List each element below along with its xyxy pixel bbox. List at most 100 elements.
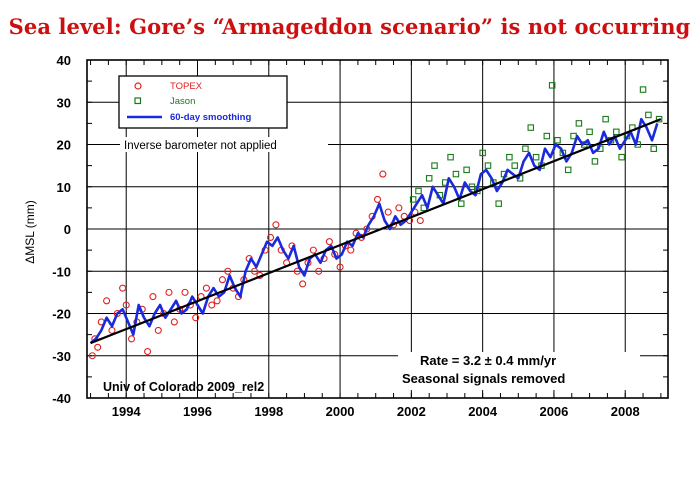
topex-point — [181, 288, 189, 296]
jason-point — [618, 153, 625, 161]
jason-point — [639, 86, 647, 93]
topex-point — [395, 204, 403, 212]
legend-topex-label: TOPEX — [170, 81, 203, 92]
jason-point — [527, 124, 535, 131]
rate-annotation: Rate = 3.2 ± 0.4 mm/yr — [420, 353, 556, 368]
jason-point — [655, 115, 663, 123]
topex-point — [144, 347, 152, 356]
trend-line-group — [90, 118, 662, 345]
topex-point — [309, 246, 317, 254]
topex-point — [149, 293, 157, 301]
jason-point — [425, 175, 433, 182]
slide-headline: Sea level: Gore’s “Armageddon scenario” … — [8, 14, 691, 39]
y-tick-label: -30 — [52, 349, 71, 364]
smoothing-line-group — [89, 117, 659, 345]
topex-point — [336, 263, 344, 271]
jason-point — [463, 166, 470, 174]
jason-point — [564, 166, 572, 174]
barometer-note-background — [120, 137, 328, 152]
topex-point — [94, 343, 102, 351]
x-tick-label: 2006 — [539, 404, 568, 419]
barometer-note: Inverse barometer not applied — [124, 140, 277, 152]
topex-point — [122, 301, 130, 309]
topex-point — [379, 170, 387, 178]
jason-point — [548, 82, 556, 89]
topex-point — [218, 276, 226, 284]
jason-point — [522, 145, 529, 152]
y-tick-label: 10 — [57, 180, 71, 195]
legend-box — [118, 75, 288, 129]
legend-jason-marker — [134, 97, 142, 105]
source-annotation: Univ of Colorado 2009_rel2 — [103, 380, 264, 394]
topex-point — [192, 314, 200, 322]
jason-point — [468, 183, 476, 191]
jason-point — [479, 149, 486, 157]
jason-point — [415, 187, 422, 195]
topex-point — [315, 267, 323, 275]
smoothing-line — [89, 117, 659, 345]
jason-point — [447, 153, 454, 161]
jason-point — [409, 196, 417, 203]
jason-point — [484, 162, 492, 169]
x-axis-ticks: 1994 1996 1998 2000 2002 2004 2006 2008 — [90, 60, 662, 419]
x-tick-label: 2008 — [611, 404, 640, 419]
y-axis-label: ΔMSL (mm) — [23, 200, 37, 264]
x-tick-label: 2004 — [468, 404, 498, 419]
legend: TOPEX Jason 60-day smoothing — [118, 75, 288, 129]
topex-point — [154, 326, 162, 334]
x-tick-label: 1994 — [112, 404, 142, 419]
jason-point — [495, 200, 502, 207]
jason-point — [458, 200, 465, 207]
topex-point — [103, 297, 111, 305]
jason-point — [431, 162, 438, 169]
x-tick-label: 2002 — [397, 404, 426, 419]
jason-point — [602, 115, 609, 123]
topex-point — [224, 267, 232, 275]
x-tick-label: 2000 — [326, 404, 355, 419]
topex-point — [213, 297, 221, 305]
rate-note-background — [398, 352, 640, 390]
jason-point — [543, 132, 551, 140]
jason-point — [506, 153, 513, 161]
seasonal-annotation: Seasonal signals removed — [402, 371, 565, 386]
trend-line — [90, 118, 662, 345]
topex-point — [384, 208, 392, 216]
topex-point — [347, 246, 355, 254]
topex-point — [119, 284, 127, 292]
plot-frame — [86, 59, 669, 399]
jason-point — [554, 137, 561, 144]
topex-point — [325, 238, 333, 246]
topex-point — [272, 221, 280, 229]
y-tick-label: 20 — [57, 138, 71, 153]
y-tick-label: 40 — [57, 53, 71, 68]
jason-point — [650, 145, 657, 152]
topex-point — [373, 195, 382, 203]
legend-topex-marker — [134, 82, 142, 90]
jason-point — [645, 111, 652, 119]
topex-point — [128, 335, 136, 343]
jason-point — [586, 128, 593, 136]
y-axis-ticks: -40 -30 -20 -10 0 10 20 30 40 — [52, 53, 668, 406]
y-tick-label: -20 — [52, 307, 71, 322]
topex-point — [202, 284, 210, 292]
topex-point — [267, 233, 275, 241]
legend-jason-label: Jason — [170, 96, 195, 107]
y-tick-label: 30 — [57, 95, 71, 110]
topex-point — [299, 280, 307, 288]
topex-point — [165, 288, 173, 296]
y-tick-label: -40 — [52, 391, 71, 406]
y-tick-label: -10 — [52, 264, 71, 279]
jason-point — [591, 158, 599, 165]
jason-point — [532, 153, 540, 161]
legend-smoothing-label: 60-day smoothing — [170, 112, 251, 123]
y-tick-label: 0 — [64, 222, 71, 237]
topex-point — [416, 217, 424, 225]
topex-point — [88, 352, 96, 360]
jason-point — [452, 170, 460, 178]
topex-point — [250, 267, 259, 275]
topex-point — [208, 301, 216, 309]
x-tick-label: 1996 — [183, 404, 212, 419]
jason-point — [575, 120, 583, 127]
jason-point — [511, 162, 518, 169]
